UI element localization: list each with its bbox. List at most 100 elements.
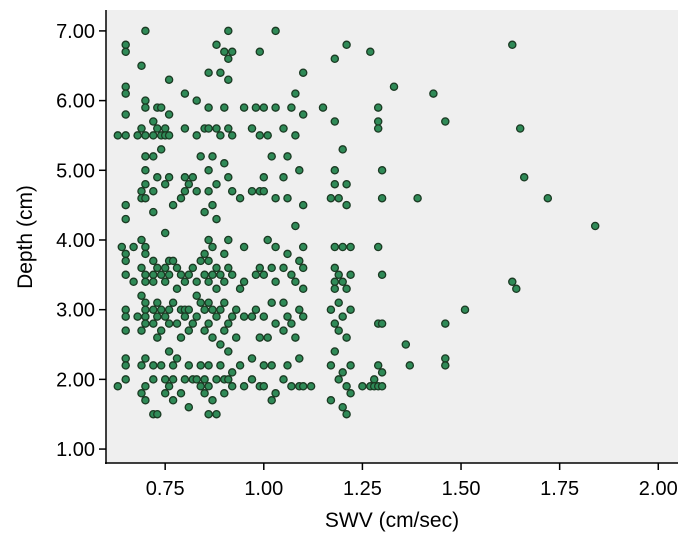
data-point xyxy=(216,270,225,280)
data-point xyxy=(164,270,174,280)
data-point xyxy=(342,284,351,294)
data-point xyxy=(164,131,174,140)
data-point xyxy=(271,193,280,203)
x-axis-ticks: 0.75 1.00 1.25 1.50 1.75 2.00 xyxy=(146,463,678,500)
data-point xyxy=(180,124,190,133)
data-point xyxy=(121,375,130,384)
data-point xyxy=(141,96,150,105)
data-point xyxy=(346,389,355,398)
x-tick-label: 1.25 xyxy=(343,478,382,500)
data-point xyxy=(441,354,450,363)
data-point xyxy=(279,124,288,133)
data-point xyxy=(212,312,221,321)
data-point xyxy=(192,291,201,300)
data-point xyxy=(196,361,205,370)
data-point xyxy=(429,89,438,98)
data-point xyxy=(291,277,300,287)
data-point xyxy=(377,382,387,391)
data-point xyxy=(172,354,182,363)
data-point xyxy=(515,124,525,133)
data-point xyxy=(291,221,300,231)
data-point xyxy=(326,305,336,314)
data-point xyxy=(216,340,225,349)
data-point xyxy=(460,305,470,314)
data-point xyxy=(590,221,600,231)
data-point xyxy=(235,193,245,203)
data-point xyxy=(259,186,269,196)
data-point xyxy=(141,193,150,203)
data-point xyxy=(176,389,186,398)
data-point xyxy=(137,61,146,71)
data-point xyxy=(216,305,225,314)
data-point xyxy=(224,173,233,182)
data-point xyxy=(212,375,221,384)
data-point xyxy=(295,166,304,175)
data-point xyxy=(192,277,201,287)
data-point xyxy=(279,375,288,384)
data-point xyxy=(121,270,130,280)
data-point xyxy=(298,110,308,119)
data-point xyxy=(188,263,198,273)
data-point xyxy=(239,242,249,252)
data-point xyxy=(220,47,229,57)
data-point xyxy=(346,361,355,370)
data-point xyxy=(342,382,351,391)
data-point xyxy=(330,54,340,64)
data-point xyxy=(373,124,383,133)
data-point xyxy=(212,124,221,133)
data-point xyxy=(342,179,351,189)
data-point xyxy=(271,103,280,112)
data-point xyxy=(259,173,269,182)
data-point xyxy=(318,103,328,112)
data-point xyxy=(543,193,553,203)
data-point xyxy=(168,375,178,384)
data-point xyxy=(141,152,150,161)
data-point xyxy=(200,389,209,398)
data-point xyxy=(176,270,186,280)
data-point xyxy=(141,319,150,328)
data-point xyxy=(121,312,130,321)
data-point xyxy=(208,333,217,342)
data-point xyxy=(287,382,296,391)
data-point xyxy=(133,131,142,140)
data-point xyxy=(377,319,387,328)
data-point xyxy=(149,131,158,140)
data-point xyxy=(121,131,130,140)
data-point xyxy=(224,235,233,245)
data-point xyxy=(176,333,186,342)
data-point xyxy=(160,263,170,273)
y-tick-label: 6.00 xyxy=(56,91,95,113)
data-point xyxy=(153,124,162,133)
data-points xyxy=(113,26,600,419)
data-point xyxy=(330,263,340,273)
data-point xyxy=(342,409,351,419)
data-point xyxy=(247,354,257,363)
data-point xyxy=(326,193,336,203)
data-point xyxy=(377,166,387,175)
data-point xyxy=(212,409,221,419)
data-point xyxy=(271,389,280,398)
data-point xyxy=(330,347,340,356)
data-point xyxy=(113,382,123,391)
data-point xyxy=(279,263,288,273)
data-point xyxy=(164,305,174,314)
data-point xyxy=(212,179,221,189)
data-point xyxy=(377,193,387,203)
data-point xyxy=(216,68,225,77)
data-point xyxy=(342,200,351,210)
data-point xyxy=(137,361,146,370)
x-tick-label: 1.00 xyxy=(244,478,283,500)
data-point xyxy=(267,152,276,161)
data-point xyxy=(259,270,269,280)
data-point xyxy=(291,131,300,140)
data-point xyxy=(180,173,190,182)
data-point xyxy=(164,347,174,356)
data-point xyxy=(235,284,245,294)
data-point xyxy=(239,103,249,112)
x-tick-label: 2.00 xyxy=(639,478,678,500)
data-point xyxy=(220,103,229,112)
data-point xyxy=(160,389,170,398)
data-point xyxy=(401,340,411,349)
data-point xyxy=(137,235,146,245)
